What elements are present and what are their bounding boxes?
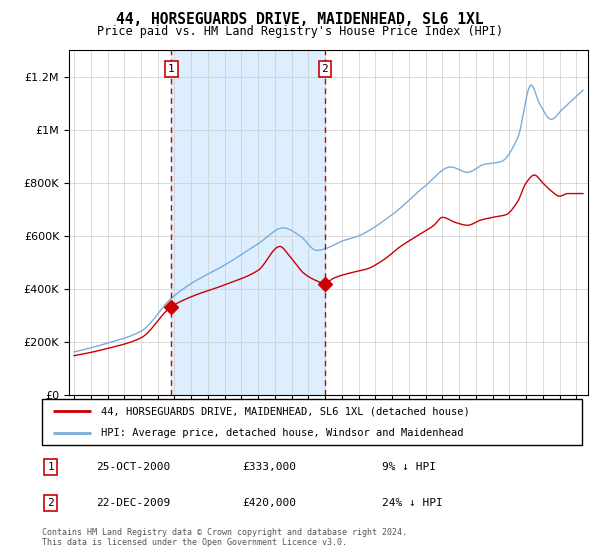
FancyBboxPatch shape bbox=[42, 399, 582, 445]
Text: 1: 1 bbox=[47, 462, 54, 472]
Text: 44, HORSEGUARDS DRIVE, MAIDENHEAD, SL6 1XL (detached house): 44, HORSEGUARDS DRIVE, MAIDENHEAD, SL6 1… bbox=[101, 406, 470, 416]
Text: £420,000: £420,000 bbox=[242, 498, 296, 508]
Text: £333,000: £333,000 bbox=[242, 462, 296, 472]
Text: 2: 2 bbox=[322, 64, 328, 74]
Text: 1: 1 bbox=[168, 64, 175, 74]
Text: 24% ↓ HPI: 24% ↓ HPI bbox=[382, 498, 443, 508]
Text: 25-OCT-2000: 25-OCT-2000 bbox=[96, 462, 170, 472]
Text: HPI: Average price, detached house, Windsor and Maidenhead: HPI: Average price, detached house, Wind… bbox=[101, 428, 464, 438]
Text: 22-DEC-2009: 22-DEC-2009 bbox=[96, 498, 170, 508]
Text: 44, HORSEGUARDS DRIVE, MAIDENHEAD, SL6 1XL: 44, HORSEGUARDS DRIVE, MAIDENHEAD, SL6 1… bbox=[116, 12, 484, 27]
Text: 2: 2 bbox=[47, 498, 54, 508]
Text: 9% ↓ HPI: 9% ↓ HPI bbox=[382, 462, 436, 472]
Text: Contains HM Land Registry data © Crown copyright and database right 2024.
This d: Contains HM Land Registry data © Crown c… bbox=[42, 528, 407, 547]
Bar bbox=[172, 50, 325, 395]
Text: Price paid vs. HM Land Registry's House Price Index (HPI): Price paid vs. HM Land Registry's House … bbox=[97, 25, 503, 38]
